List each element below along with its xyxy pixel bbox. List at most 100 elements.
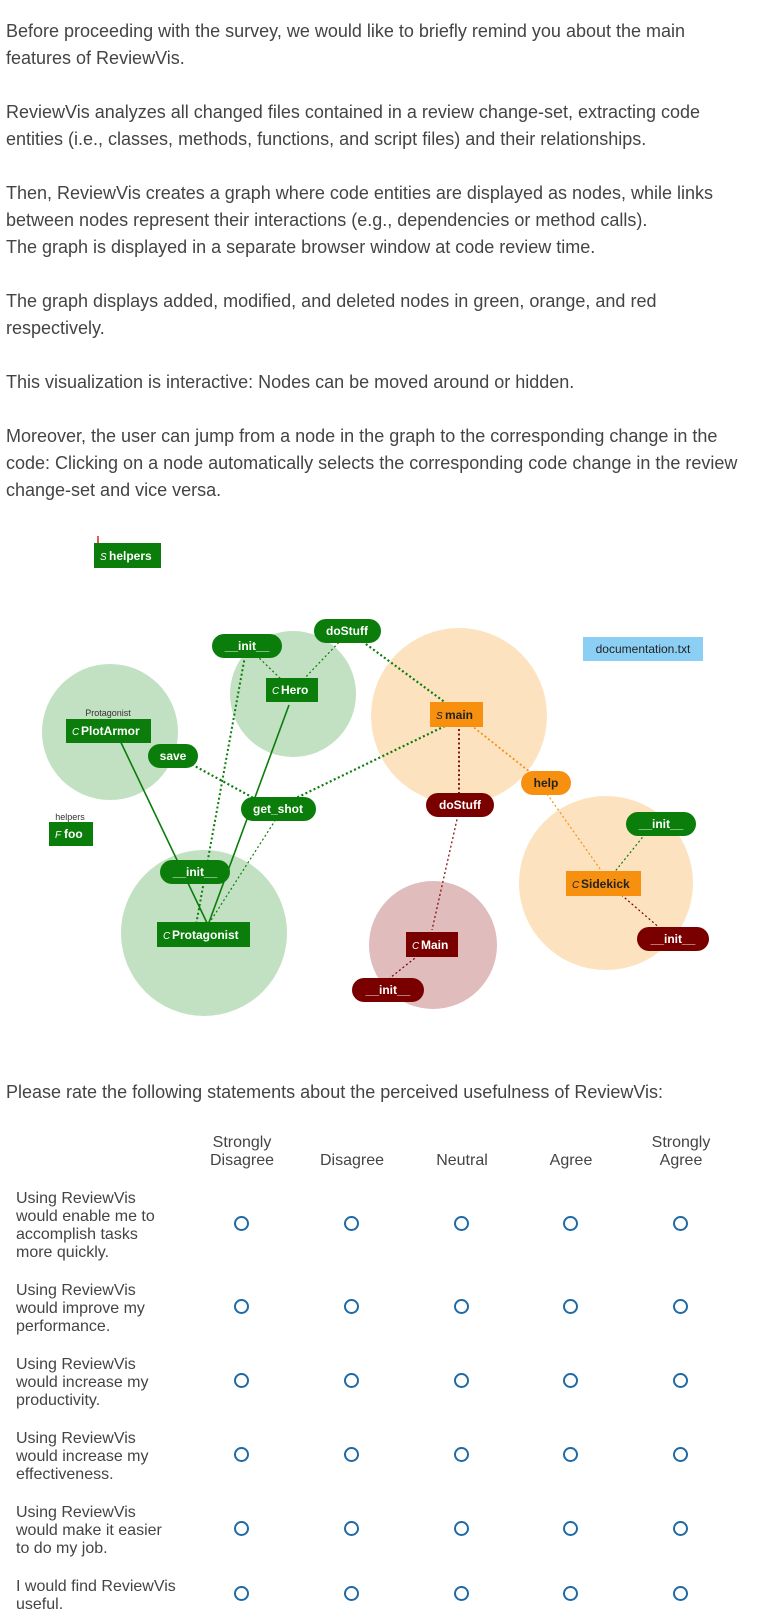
radio-productivity-strongly-disagree[interactable]	[234, 1373, 249, 1388]
radio-productivity-agree[interactable]	[563, 1373, 578, 1388]
intro-paragraph-1: Before proceeding with the survey, we wo…	[6, 21, 686, 68]
intro-text: Before proceeding with the survey, we wo…	[6, 18, 746, 531]
node-documentation[interactable]: documentation.txt	[583, 637, 703, 661]
radio-accomplish-tasks-agree[interactable]	[563, 1216, 578, 1231]
column-header-line: Strongly	[212, 1134, 272, 1151]
radio-productivity-strongly-agree[interactable]	[673, 1373, 688, 1388]
row-label-line: more quickly.	[16, 1244, 110, 1261]
node-sidekick[interactable]: C Sidekick	[566, 871, 641, 896]
intro-paragraph-6: Moreover, the user can jump from a node …	[6, 426, 738, 500]
column-header-line: Agree	[549, 1152, 593, 1169]
node-label: Hero	[281, 683, 308, 697]
node-label: PlotArmor	[81, 724, 140, 738]
radio-accomplish-tasks-strongly-disagree[interactable]	[234, 1216, 249, 1231]
radio-performance-strongly-disagree[interactable]	[234, 1299, 249, 1314]
radio-accomplish-tasks-disagree[interactable]	[344, 1216, 359, 1231]
row-label-useful: I would find ReviewVis useful.	[16, 1578, 176, 1614]
radio-easier-job-strongly-agree[interactable]	[673, 1521, 688, 1536]
row-label-accomplish-tasks: Using ReviewVis would enable me to accom…	[16, 1190, 176, 1262]
column-header-line: Neutral	[436, 1152, 488, 1169]
radio-useful-neutral[interactable]	[454, 1586, 469, 1601]
edge-plotarmor-protagonist	[114, 729, 209, 926]
node-init-sidekick-deleted[interactable]: __init__	[637, 927, 709, 951]
row-label-effectiveness: Using ReviewVis would increase my effect…	[16, 1430, 176, 1484]
radio-easier-job-neutral[interactable]	[454, 1521, 469, 1536]
row-label-line: Using ReviewVis	[16, 1504, 136, 1521]
radio-easier-job-agree[interactable]	[563, 1521, 578, 1536]
column-header-neutral: Neutral	[407, 1134, 517, 1170]
radio-productivity-neutral[interactable]	[454, 1373, 469, 1388]
node-protagonist[interactable]: C Protagonist	[157, 922, 250, 947]
row-label-line: Using ReviewVis	[16, 1356, 136, 1373]
node-prefix: C	[72, 727, 80, 738]
node-label: __init__	[650, 932, 696, 946]
node-label: Protagonist	[172, 928, 239, 942]
node-init-hero[interactable]: __init__	[212, 634, 282, 658]
edge-getshot-protagonist	[207, 815, 279, 926]
column-header-line: Agree	[659, 1152, 703, 1169]
node-prefix: C	[412, 941, 420, 952]
node-label: __init__	[365, 983, 411, 997]
edge-sidekick-init-added	[612, 827, 651, 875]
radio-effectiveness-agree[interactable]	[563, 1447, 578, 1462]
node-label: main	[445, 708, 473, 722]
radio-accomplish-tasks-neutral[interactable]	[454, 1216, 469, 1231]
row-label-line: would increase my	[16, 1448, 149, 1465]
row-label-performance: Using ReviewVis would improve my perform…	[16, 1282, 176, 1336]
row-label-line: Using ReviewVis	[16, 1282, 136, 1299]
node-label: helpers	[109, 549, 152, 563]
node-plotarmor[interactable]: C PlotArmor	[66, 719, 151, 743]
row-label-line: accomplish tasks	[16, 1226, 138, 1243]
radio-useful-agree[interactable]	[563, 1586, 578, 1601]
radio-productivity-disagree[interactable]	[344, 1373, 359, 1388]
radio-accomplish-tasks-strongly-agree[interactable]	[673, 1216, 688, 1231]
node-caption-protagonist: Protagonist	[85, 708, 131, 718]
node-get-shot[interactable]: get_shot	[241, 797, 316, 821]
node-save[interactable]: save	[148, 744, 198, 768]
node-main-script[interactable]: S main	[430, 702, 483, 727]
row-label-line: I would find ReviewVis	[16, 1578, 176, 1595]
edge-main-getshot	[291, 725, 446, 801]
node-helpers-script[interactable]: S helpers	[94, 543, 161, 568]
radio-effectiveness-strongly-disagree[interactable]	[234, 1447, 249, 1462]
row-label-line: performance.	[16, 1318, 111, 1335]
node-dostuff-top[interactable]: doStuff	[314, 619, 381, 643]
radio-effectiveness-neutral[interactable]	[454, 1447, 469, 1462]
node-foo[interactable]: F foo	[49, 822, 93, 846]
row-label-easier-job: Using ReviewVis would make it easier to …	[16, 1504, 176, 1558]
row-label-line: Using ReviewVis	[16, 1190, 136, 1207]
edge-init-hero-protagonist	[195, 655, 246, 926]
node-hero[interactable]: C Hero	[266, 678, 318, 702]
radio-useful-strongly-agree[interactable]	[673, 1586, 688, 1601]
edge-dostuff-deleted-main-class	[431, 814, 459, 931]
node-init-protagonist[interactable]: __init__	[160, 860, 230, 884]
radio-easier-job-strongly-disagree[interactable]	[234, 1521, 249, 1536]
radio-performance-agree[interactable]	[563, 1299, 578, 1314]
radio-useful-strongly-disagree[interactable]	[234, 1586, 249, 1601]
node-label: foo	[64, 827, 83, 841]
column-header-line	[407, 1134, 517, 1152]
radio-effectiveness-strongly-agree[interactable]	[673, 1447, 688, 1462]
edge-init-hero-hero	[252, 651, 286, 684]
radio-performance-neutral[interactable]	[454, 1299, 469, 1314]
row-label-line: would make it easier	[16, 1522, 162, 1539]
radio-effectiveness-disagree[interactable]	[344, 1447, 359, 1462]
node-init-sidekick-added[interactable]: __init__	[626, 812, 696, 836]
column-header-strongly-disagree: Strongly Disagree	[187, 1134, 297, 1170]
node-main-class[interactable]: C Main	[406, 932, 458, 957]
radio-performance-disagree[interactable]	[344, 1299, 359, 1314]
reviewvis-graph: S helpers documentation.txt C Hero S mai…	[42, 536, 709, 1016]
node-label: documentation.txt	[596, 642, 691, 656]
node-dostuff-deleted[interactable]: doStuff	[426, 793, 494, 817]
column-header-line: Disagree	[209, 1152, 275, 1169]
intro-paragraph-3a: Then, ReviewVis creates a graph where co…	[6, 183, 714, 230]
radio-easier-job-disagree[interactable]	[344, 1521, 359, 1536]
intro-paragraph-5: This visualization is interactive: Nodes…	[6, 372, 575, 392]
row-label-productivity: Using ReviewVis would increase my produc…	[16, 1356, 176, 1410]
radio-useful-disagree[interactable]	[344, 1586, 359, 1601]
node-help[interactable]: help	[521, 771, 571, 795]
radio-performance-strongly-agree[interactable]	[673, 1299, 688, 1314]
node-prefix: C	[572, 880, 580, 891]
node-init-main[interactable]: __init__	[352, 978, 424, 1002]
node-prefix: C	[163, 931, 171, 942]
